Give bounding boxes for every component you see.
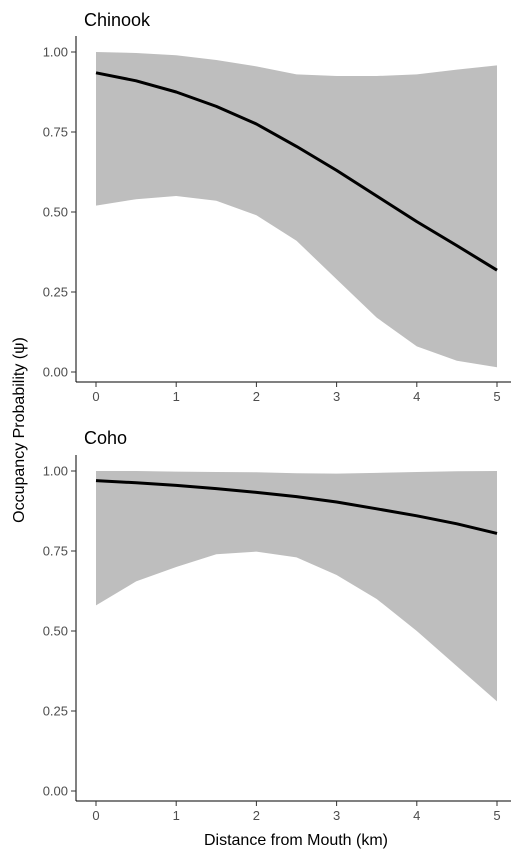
x-tick-label: 5 [493,808,500,823]
x-tick-label: 4 [413,389,420,404]
y-tick-label: 0.00 [43,784,68,799]
mean-line [95,479,498,535]
x-tick-label: 0 [92,808,99,823]
y-tick-label: 1.00 [43,464,68,479]
confidence-band [96,471,497,702]
x-tick-label: 5 [493,389,500,404]
y-tick-label: 0.50 [43,205,68,220]
y-tick-label: 0.25 [43,704,68,719]
y-axis-title: Occupancy Probability (ψ) [11,337,28,523]
y-tick-label: 0.50 [43,624,68,639]
x-tick-label: 1 [173,808,180,823]
y-tick-label: 0.75 [43,125,68,140]
x-tick-label: 4 [413,808,420,823]
y-tick-label: 1.00 [43,45,68,60]
panel-coho: Coho 0.00 0.25 0.50 0.75 1.00 0 1 2 3 4 5 [43,428,511,823]
panel-title: Chinook [84,10,151,30]
chart-panels: Chinook 0.00 0.25 0.50 0.75 1.00 0 1 2 3 4 5 Coho 0.0… [43,10,511,823]
panel-chinook: Chinook 0.00 0.25 0.50 0.75 1.00 0 1 2 3 4 5 [43,10,511,404]
y-tick-label: 0.25 [43,285,68,300]
x-tick-label: 3 [333,808,340,823]
x-tick-label: 1 [173,389,180,404]
panel-title: Coho [84,428,127,448]
x-tick-label: 2 [253,808,260,823]
y-tick-label: 0.00 [43,365,68,380]
x-tick-label: 3 [333,389,340,404]
x-tick-label: 0 [92,389,99,404]
x-axis-title: Distance from Mouth (km) [204,832,388,849]
confidence-band [96,52,497,368]
mean-line [95,71,498,272]
y-tick-label: 0.75 [43,544,68,559]
x-tick-label: 2 [253,389,260,404]
